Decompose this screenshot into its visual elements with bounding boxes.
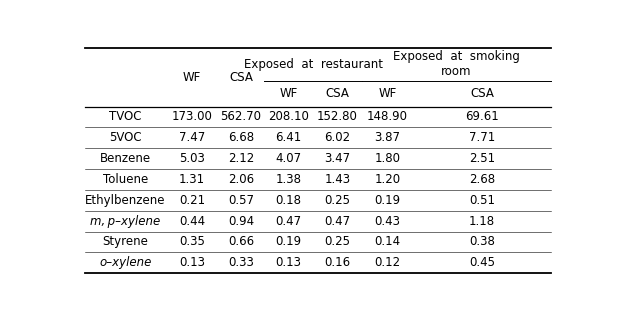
Text: 0.47: 0.47 <box>275 215 302 228</box>
Text: 0.16: 0.16 <box>324 256 351 269</box>
Text: 0.21: 0.21 <box>179 194 205 207</box>
Text: 69.61: 69.61 <box>465 110 499 123</box>
Text: 0.38: 0.38 <box>469 235 495 248</box>
Text: o–xylene: o–xylene <box>99 256 152 269</box>
Text: CSA: CSA <box>229 71 253 84</box>
Text: 1.18: 1.18 <box>469 215 495 228</box>
Text: WF: WF <box>379 87 397 100</box>
Text: 2.06: 2.06 <box>228 173 254 186</box>
Text: 1.43: 1.43 <box>324 173 351 186</box>
Text: 173.00: 173.00 <box>172 110 212 123</box>
Text: 0.18: 0.18 <box>276 194 301 207</box>
Text: 0.43: 0.43 <box>374 215 401 228</box>
Text: WF: WF <box>280 87 298 100</box>
Text: 0.94: 0.94 <box>228 215 254 228</box>
Text: 2.12: 2.12 <box>228 152 254 165</box>
Text: 0.44: 0.44 <box>179 215 205 228</box>
Text: 0.35: 0.35 <box>179 235 205 248</box>
Text: 2.51: 2.51 <box>469 152 495 165</box>
Text: 7.47: 7.47 <box>179 131 205 144</box>
Text: 2.68: 2.68 <box>469 173 495 186</box>
Text: 0.47: 0.47 <box>324 215 351 228</box>
Text: 4.07: 4.07 <box>275 152 302 165</box>
Text: TVOC: TVOC <box>109 110 142 123</box>
Text: 0.13: 0.13 <box>179 256 205 269</box>
Text: Exposed  at  smoking
room: Exposed at smoking room <box>393 50 520 78</box>
Text: 0.33: 0.33 <box>228 256 254 269</box>
Text: 208.10: 208.10 <box>268 110 309 123</box>
Text: CSA: CSA <box>326 87 350 100</box>
Text: 1.38: 1.38 <box>276 173 301 186</box>
Text: 3.87: 3.87 <box>374 131 401 144</box>
Text: Benzene: Benzene <box>100 152 151 165</box>
Text: Exposed  at  restaurant: Exposed at restaurant <box>244 58 383 71</box>
Text: 7.71: 7.71 <box>469 131 495 144</box>
Text: CSA: CSA <box>470 87 494 100</box>
Text: 0.14: 0.14 <box>374 235 401 248</box>
Text: WF: WF <box>183 71 201 84</box>
Text: Toluene: Toluene <box>103 173 148 186</box>
Text: 0.19: 0.19 <box>275 235 302 248</box>
Text: 5.03: 5.03 <box>179 152 205 165</box>
Text: 148.90: 148.90 <box>367 110 408 123</box>
Text: 0.45: 0.45 <box>469 256 495 269</box>
Text: 0.51: 0.51 <box>469 194 495 207</box>
Text: 0.57: 0.57 <box>228 194 254 207</box>
Text: 1.31: 1.31 <box>179 173 205 186</box>
Text: 0.19: 0.19 <box>374 194 401 207</box>
Text: 6.41: 6.41 <box>275 131 302 144</box>
Text: 6.68: 6.68 <box>228 131 254 144</box>
Text: 1.80: 1.80 <box>374 152 401 165</box>
Text: 0.66: 0.66 <box>228 235 254 248</box>
Text: 0.13: 0.13 <box>276 256 301 269</box>
Text: 152.80: 152.80 <box>317 110 358 123</box>
Text: m, p–xylene: m, p–xylene <box>91 215 161 228</box>
Text: 0.25: 0.25 <box>324 194 350 207</box>
Text: 3.47: 3.47 <box>324 152 351 165</box>
Text: 0.12: 0.12 <box>374 256 401 269</box>
Text: Styrene: Styrene <box>102 235 148 248</box>
Text: 1.20: 1.20 <box>374 173 401 186</box>
Text: Ethylbenzene: Ethylbenzene <box>85 194 166 207</box>
Text: 0.25: 0.25 <box>324 235 350 248</box>
Text: 5VOC: 5VOC <box>109 131 142 144</box>
Text: 562.70: 562.70 <box>220 110 262 123</box>
Text: 6.02: 6.02 <box>324 131 351 144</box>
